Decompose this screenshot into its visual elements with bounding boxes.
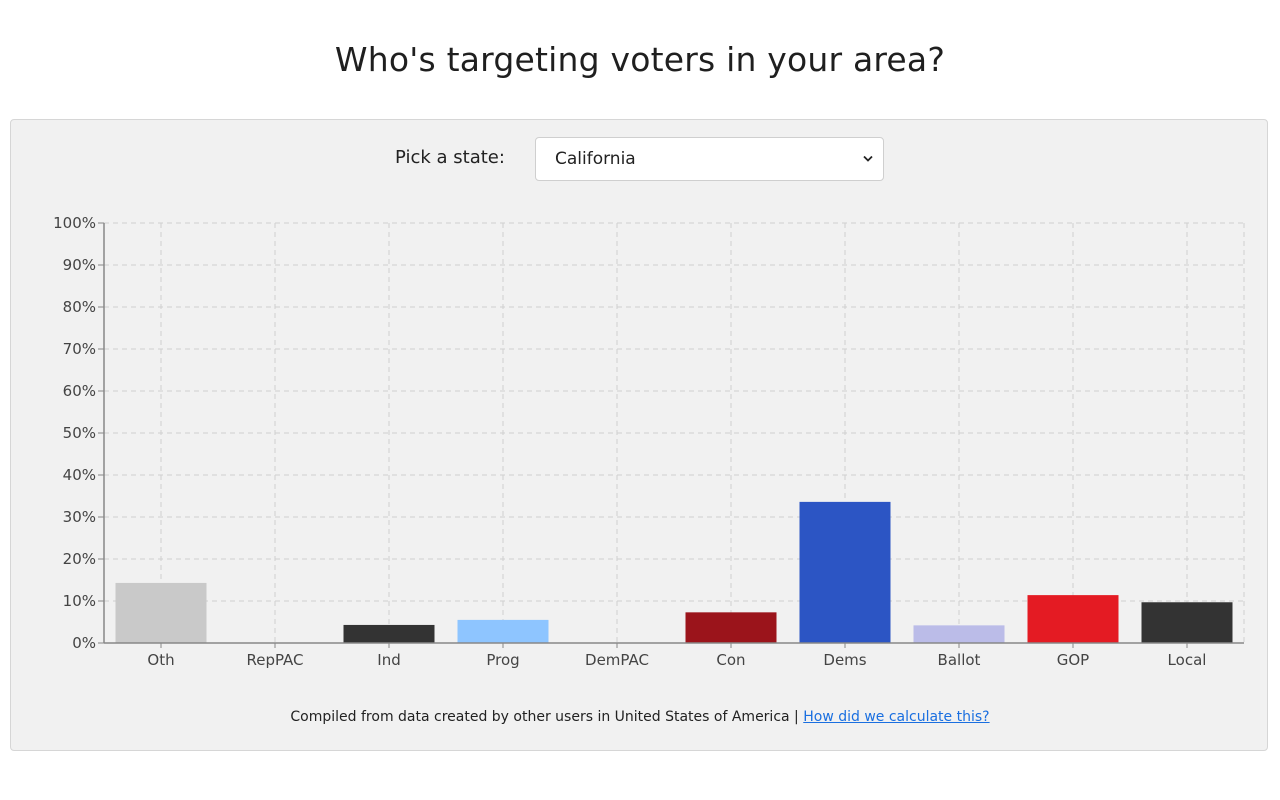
chart-axes [98,222,1244,648]
y-tick-label: 0% [72,634,96,652]
y-tick-label: 100% [53,214,96,232]
bar-dems[interactable] [799,501,891,643]
chart-grid [104,222,1245,643]
y-tick-label: 70% [63,340,96,358]
y-tick-label: 10% [63,592,96,610]
bar-chart: 0% 10% 20% 30% 40% 50% 60% 70% 80% 90% 100% Oth Rep… [53,214,1245,669]
chart-bars [115,501,1233,643]
bar-con[interactable] [685,612,777,643]
bar-local[interactable] [1141,602,1233,643]
x-category-label: RepPAC [246,651,303,669]
page-title: Who's targeting voters in your area? [334,40,946,79]
bar-ballot[interactable] [913,625,1005,643]
state-picker-label: Pick a state: [395,147,505,168]
x-category-label: Prog [486,651,519,669]
x-category-label: Local [1168,651,1207,669]
y-tick-labels: 0% 10% 20% 30% 40% 50% 60% 70% 80% 90% 100% [53,214,96,652]
footer-note: Compiled from data created by other user… [11,709,1269,725]
bar-gop[interactable] [1027,595,1119,643]
bar-prog[interactable] [457,619,549,643]
y-tick-label: 60% [63,382,96,400]
x-category-labels: Oth RepPAC Ind Prog DemPAC Con Dems Ballot GOP Lo… [147,651,1206,669]
bar-oth[interactable] [115,582,207,643]
x-category-label: Oth [147,651,174,669]
x-category-label: DemPAC [585,651,649,669]
calculation-help-link[interactable]: How did we calculate this? [803,709,990,725]
y-tick-label: 30% [63,508,96,526]
y-tick-label: 50% [63,424,96,442]
state-select[interactable]: California [535,137,884,181]
footer-note-text: Compiled from data created by other user… [290,709,799,725]
y-tick-label: 20% [63,550,96,568]
x-category-label: Dems [823,651,866,669]
state-select-value: California [555,149,636,169]
x-category-label: Ind [377,651,400,669]
x-category-label: GOP [1057,651,1089,669]
bar-ind[interactable] [343,624,435,643]
chevron-down-icon [863,155,873,162]
x-category-label: Con [716,651,745,669]
y-tick-label: 40% [63,466,96,484]
y-tick-label: 80% [63,298,96,316]
y-tick-label: 90% [63,256,96,274]
x-category-label: Ballot [938,651,981,669]
chart-panel: Pick a state: California 0% 10% 20% 30% 40% 5… [10,119,1268,751]
